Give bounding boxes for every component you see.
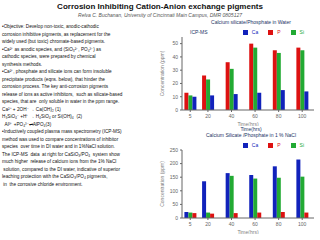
svg-text:250: 250 <box>170 147 179 153</box>
html-text:Ca²⁺ + 2OH⁻ → Ca(OH)₂ (1): Ca²⁺ + 2OH⁻ → Ca(OH)₂ (1) <box>2 106 61 112</box>
html-text:Si: Si <box>299 29 304 35</box>
svg-text:100: 100 <box>298 113 307 119</box>
svg-text:5: 5 <box>189 221 192 227</box>
svg-text:80: 80 <box>276 113 282 119</box>
html-text:P: P <box>277 142 281 148</box>
svg-text:10: 10 <box>172 94 178 100</box>
svg-text:100: 100 <box>298 221 307 227</box>
svg-text:0: 0 <box>175 215 178 221</box>
html-text:much higher release of calcium: much higher release of calcium ions from… <box>2 159 117 165</box>
html-text:P: P <box>277 29 281 35</box>
svg-text:0: 0 <box>175 107 178 113</box>
html-text:method was used to compare con: method was used to compare concentration… <box>2 136 119 142</box>
svg-text:40: 40 <box>229 113 235 119</box>
svg-text:Time(hrs): Time(hrs) <box>237 121 259 126</box>
html-text:synthesis methods.: synthesis methods. <box>2 61 43 67</box>
svg-text:200: 200 <box>170 160 179 166</box>
html-text:•Inductively coupled plasma ma: •Inductively coupled plasma mass spectro… <box>2 129 122 135</box>
html-text:The ICP-MS data at right for C: The ICP-MS data at right for CaSiO₃/PO₄ … <box>2 151 120 157</box>
html-text:species, that are only soluble: species, that are only soluble in water … <box>2 99 120 105</box>
html-text:release of ions as active inhi: release of ions as active inhibitors, su… <box>2 91 123 97</box>
html-text:Si: Si <box>299 142 304 148</box>
svg-text:60: 60 <box>252 113 258 119</box>
html-text:solution, compared to the DI w: solution, compared to the DI water, indi… <box>2 166 120 172</box>
svg-text:20: 20 <box>172 80 178 86</box>
html-text:•Objective: Develop non-toxic,: •Objective: Develop non-toxic, anodic-ca… <box>2 24 99 29</box>
html-text:•Ca²⁺, phosphate and silicate: •Ca²⁺, phosphate and silicate ions can f… <box>2 69 112 75</box>
html-text:corrosion process. The key ant: corrosion process. The key anti-corrosio… <box>2 84 109 90</box>
svg-text:40: 40 <box>172 54 178 60</box>
svg-text:Time(hrs): Time(hrs) <box>237 229 259 234</box>
html-text:H₃SiO₄⁻ +H⁺ → H₄SiO₄ or Si(OH): H₃SiO₄⁻ +H⁺ → H₄SiO₄ or Si(OH)₄ (2) <box>2 114 83 120</box>
html-text:leaching protection with the C: leaching protection with the CaSiO₃/PO₄ … <box>2 174 108 180</box>
html-text:widely used (but toxic) chroma: widely used (but toxic) chromate-based p… <box>2 39 106 44</box>
html-text:precipitate products (eqns. be: precipitate products (eqns. below), that… <box>2 76 105 82</box>
html-text:corrosion inhibitive pigments,: corrosion inhibitive pigments, as replac… <box>2 31 111 37</box>
svg-text:30: 30 <box>172 67 178 73</box>
svg-text:80: 80 <box>276 221 282 227</box>
html-text:ICP-MS: ICP-MS <box>190 29 208 35</box>
html-text:species over time in DI water: species over time in DI water and in 1%N… <box>2 144 115 150</box>
html-text:Al³⁺ +PO₄³⁻⇌AlPO₄(3): Al³⁺ +PO₄³⁻⇌AlPO₄(3) <box>2 121 52 127</box>
html-text:Calcium Silicate /Phosphate in: Calcium Silicate /Phosphate in 1 % NaCl <box>206 132 296 138</box>
html-text:Corrosion Inhibiting Cation-An: Corrosion Inhibiting Cation-Anion exchan… <box>57 2 263 11</box>
html-text:Relva C. Buchanan, University: Relva C. Buchanan, University of Cincinn… <box>78 12 242 18</box>
svg-text:20: 20 <box>205 221 211 227</box>
svg-text:50: 50 <box>172 40 178 46</box>
svg-text:5: 5 <box>189 113 192 119</box>
svg-text:50: 50 <box>172 201 178 207</box>
html-text:•Ca²⁺ as anodic species, and (: •Ca²⁺ as anodic species, and (SiO₃²⁻, PO… <box>2 46 101 52</box>
html-text:in the corrosive chloride envi: in the corrosive chloride environment. <box>2 181 83 187</box>
svg-text:20: 20 <box>205 113 211 119</box>
svg-text:Concentration (ppm): Concentration (ppm) <box>159 161 165 207</box>
svg-text:60: 60 <box>252 221 258 227</box>
svg-text:100: 100 <box>170 188 179 194</box>
svg-text:40: 40 <box>229 221 235 227</box>
svg-text:Concentration (ppm): Concentration (ppm) <box>159 50 165 96</box>
html-text:Ca: Ca <box>251 142 259 148</box>
html-text:Ca: Ca <box>251 29 259 35</box>
html-text:Calcium silicate/Phosphate in: Calcium silicate/Phosphate in Water <box>211 19 291 25</box>
html-text:cathodic species, were prepare: cathodic species, were prepared by chemi… <box>2 54 96 60</box>
svg-text:150: 150 <box>170 174 179 180</box>
